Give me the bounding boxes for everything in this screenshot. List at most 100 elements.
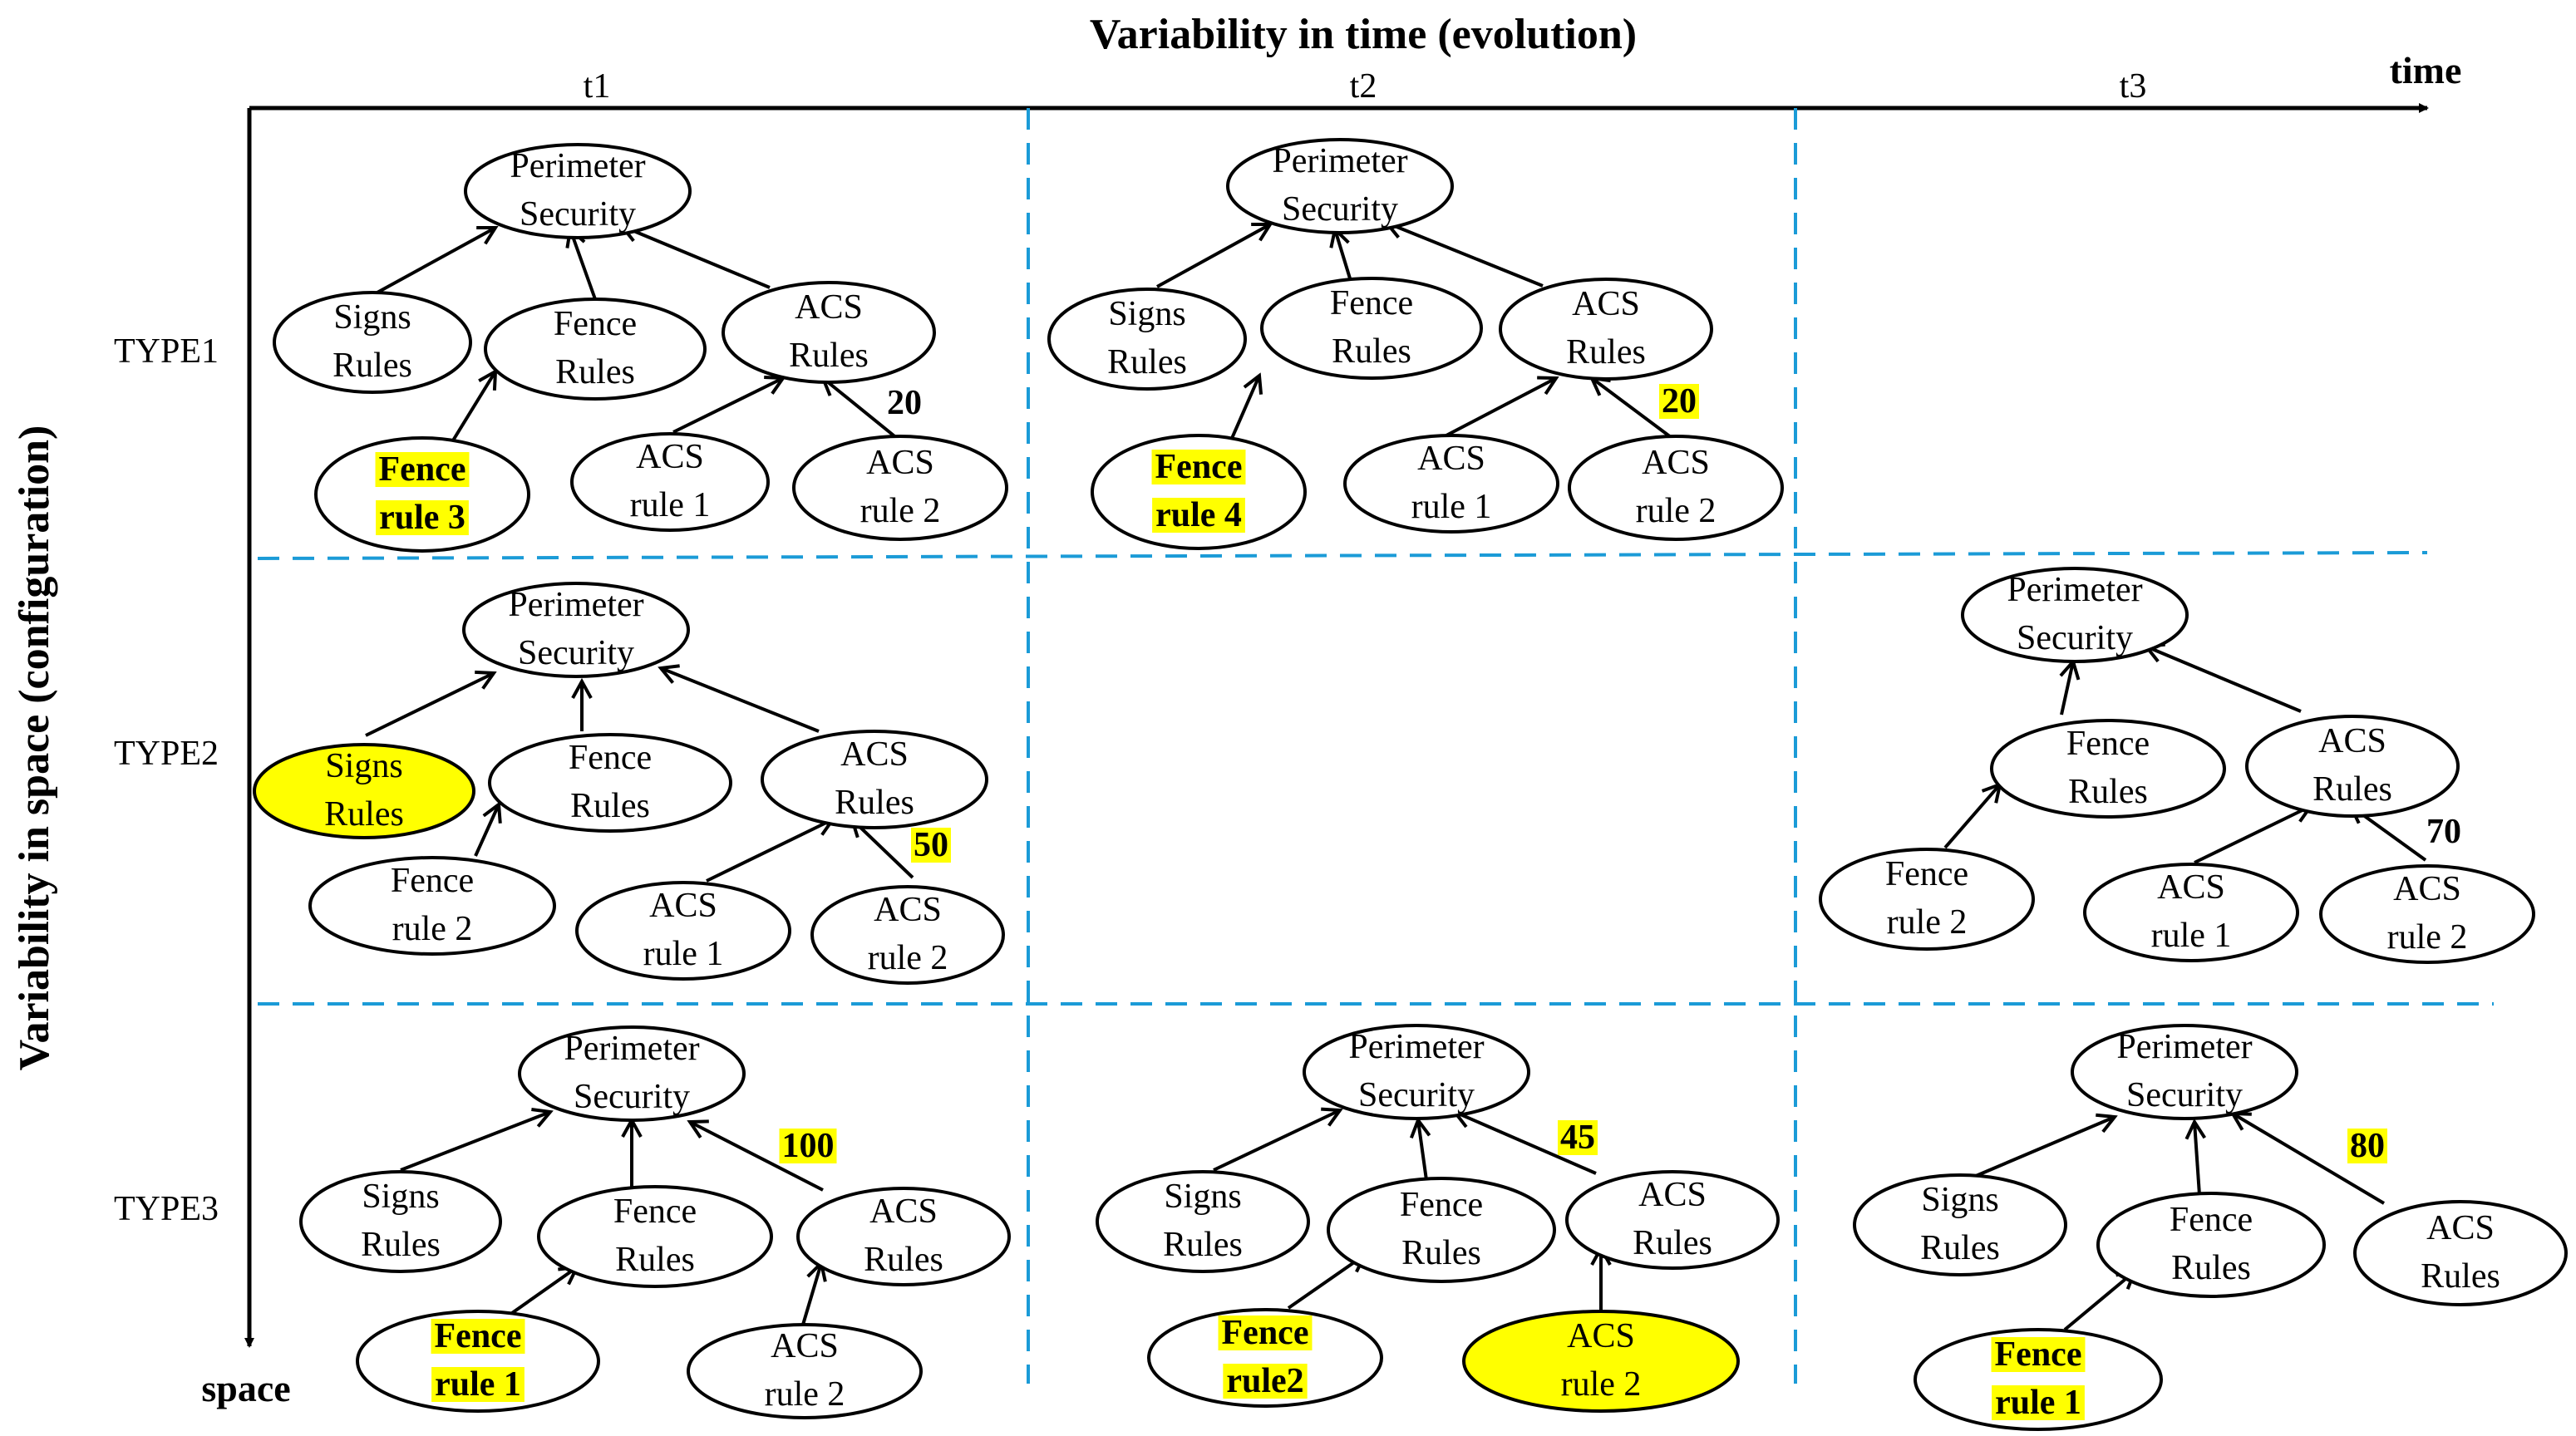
weight-label: 50 [914, 826, 948, 864]
node-label-line: Fence [379, 450, 466, 489]
node-label-line: Fence [613, 1193, 697, 1231]
node-fr: Fence rule2 [1147, 1308, 1383, 1408]
node-label-line: Perimeter [564, 1030, 699, 1068]
node-ellipse [518, 1025, 746, 1122]
weight-highlight [1659, 384, 1699, 419]
node-fence: Fence Rules [537, 1185, 773, 1288]
node-ellipse [464, 143, 692, 239]
node-fence: Fence Rules [484, 298, 707, 401]
node-signs: Signs Rules [1853, 1173, 2067, 1276]
edge-signs-arrow [375, 228, 495, 295]
node-ps: Perimeter Security [462, 582, 690, 678]
node-acs: ACS Rules [722, 281, 936, 384]
node-ellipse [1462, 1310, 1740, 1413]
node-label-line: Signs [325, 747, 402, 785]
node-ellipse [299, 1170, 502, 1273]
tree-type1-t1: PerimeterSecuritySignsRulesFenceRulesACS… [273, 143, 1008, 553]
node-acs: ACS Rules [1499, 278, 1713, 381]
edge-fence-arrow [570, 229, 597, 300]
node-fr: Fence rule 1 [356, 1310, 600, 1413]
edge-acs-arrow [2146, 647, 2302, 713]
node-ellipse [570, 432, 770, 532]
node-ellipse [761, 730, 988, 829]
edge-ar1-arrow [706, 819, 833, 883]
edge-ar2-arrow [801, 1263, 821, 1325]
node-label-line: rule 1 [630, 486, 711, 524]
node-ps: Perimeter Security [1226, 138, 1454, 234]
node-fence: Fence Rules [1990, 719, 2226, 819]
tree-type2-t3: PerimeterSecurityFenceRulesACSRulesFence… [1819, 567, 2535, 964]
node-ellipse [792, 435, 1008, 541]
node-label-line: Fence [1885, 855, 1968, 893]
weight-highlight [2347, 1129, 2387, 1163]
row-label-type1: TYPE1 [114, 332, 219, 371]
text-highlight [431, 1319, 525, 1354]
node-label-line: Rules [615, 1241, 695, 1279]
node-label-line: Rules [361, 1226, 441, 1264]
node-ar2: ACS rule 2 [810, 885, 1005, 985]
edge-ar1-arrow [672, 378, 783, 434]
node-label-line: ACS [1417, 440, 1485, 478]
node-ellipse [722, 281, 936, 384]
node-ellipse [484, 298, 707, 401]
node-fr: Fence rule 2 [1819, 848, 2035, 951]
node-ellipse [1226, 138, 1454, 234]
node-label-line: rule 2 [1561, 1365, 1642, 1404]
node-ar1: ACS rule 1 [1343, 434, 1559, 534]
edge-fr-arrow [2063, 1271, 2135, 1331]
node-signs: Signs Rules [299, 1170, 502, 1273]
node-label-line: Rules [2312, 770, 2392, 809]
row-label-type2: TYPE2 [114, 735, 219, 773]
node-ellipse [1343, 434, 1559, 534]
node-ellipse [2083, 863, 2299, 962]
text-highlight [431, 1367, 525, 1402]
node-ps: Perimeter Security [1303, 1024, 1530, 1120]
node-ar1: ACS rule 1 [2083, 863, 2299, 962]
tree-type3-t2: PerimeterSecuritySignsRulesFenceRulesACS… [1096, 1024, 1780, 1413]
node-label-line: Fence [569, 739, 652, 777]
weight-highlight [911, 828, 951, 863]
row-label-type3: TYPE3 [114, 1190, 219, 1228]
edge-acs-arrow [661, 668, 820, 733]
node-label-line: Security [1358, 1076, 1475, 1114]
edge-signs-arrow [1213, 1110, 1340, 1172]
edge-fr-arrow [1943, 784, 2000, 849]
node-ellipse [1091, 434, 1307, 550]
node-label-line: rule 1 [1411, 488, 1492, 526]
edge-fr-arrow [510, 1267, 577, 1315]
node-label-line: ACS [649, 887, 717, 925]
node-ellipse [488, 733, 732, 833]
node-ellipse [356, 1310, 600, 1413]
node-ellipse [1961, 567, 2189, 663]
node-label-line: rule 2 [1636, 492, 1717, 530]
text-highlight [375, 452, 470, 487]
node-label-line: ACS [866, 444, 934, 482]
weight-label: 20 [887, 384, 922, 422]
node-label-line: rule 1 [435, 1365, 521, 1404]
node-label-line: Fence [1222, 1314, 1309, 1352]
node-acs: ACS Rules [2245, 715, 2460, 818]
node-label-line: Rules [2421, 1257, 2500, 1296]
node-label-line: Perimeter [508, 586, 643, 624]
node-label-line: Fence [2170, 1201, 2253, 1239]
node-label-line: ACS [771, 1327, 839, 1365]
node-label-line: rule 2 [392, 910, 473, 948]
text-highlight [1223, 1364, 1308, 1399]
node-acs: ACS Rules [761, 730, 988, 829]
column-label-t2: t2 [1350, 67, 1377, 106]
node-ellipse [1819, 848, 2035, 951]
node-ps: Perimeter Security [518, 1025, 746, 1122]
node-signs: Signs Rules [1047, 288, 1247, 391]
node-label-line: Signs [1108, 295, 1185, 333]
node-label-line: Rules [1107, 343, 1187, 381]
node-acs: ACS Rules [1565, 1170, 1780, 1270]
node-label-line: Security [518, 634, 634, 672]
text-highlight [1218, 1316, 1313, 1350]
row-divider [257, 551, 2428, 560]
node-label-line: ACS [1642, 444, 1710, 482]
edge-fr-arrow [474, 804, 499, 857]
edge-fr-arrow [1287, 1255, 1365, 1310]
node-label-line: Fence [435, 1317, 522, 1355]
node-ellipse [308, 856, 556, 956]
node-label-line: Signs [1164, 1178, 1241, 1216]
